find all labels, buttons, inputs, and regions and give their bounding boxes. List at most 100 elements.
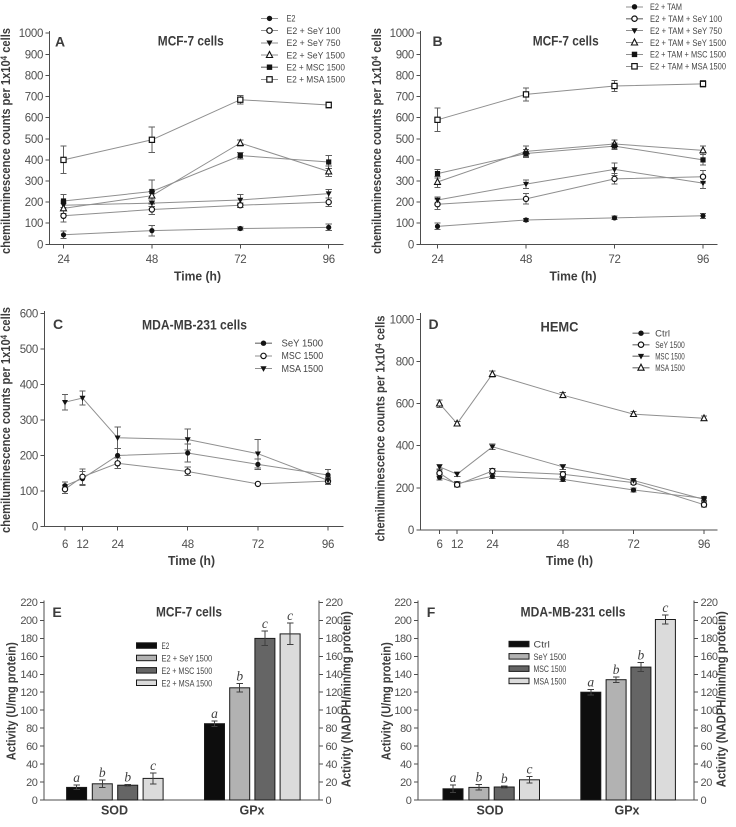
svg-text:40: 40 xyxy=(400,759,412,771)
svg-text:48: 48 xyxy=(182,539,194,551)
svg-text:600: 600 xyxy=(396,399,414,411)
svg-text:0: 0 xyxy=(326,795,332,807)
svg-text:MDA-MB-231 cells: MDA-MB-231 cells xyxy=(521,604,626,620)
svg-text:500: 500 xyxy=(25,134,43,146)
svg-text:200: 200 xyxy=(701,615,718,627)
svg-text:Activity (NADPH/min/mg protein: Activity (NADPH/min/mg protein) xyxy=(339,611,353,787)
svg-text:E2 + TAM + SeY 100: E2 + TAM + SeY 100 xyxy=(650,14,722,24)
svg-text:E2 + TAM + MSA 1500: E2 + TAM + MSA 1500 xyxy=(650,62,726,72)
svg-text:Time (h): Time (h) xyxy=(168,553,215,568)
svg-text:200: 200 xyxy=(25,197,43,209)
svg-text:0: 0 xyxy=(32,522,38,534)
svg-text:72: 72 xyxy=(252,539,264,551)
svg-text:400: 400 xyxy=(25,155,43,167)
svg-text:MCF-7 cells: MCF-7 cells xyxy=(158,33,224,49)
svg-text:140: 140 xyxy=(326,669,343,681)
svg-text:chemiluminescence counts per 1: chemiluminescence counts per 1x104 cells xyxy=(0,28,13,254)
svg-text:180: 180 xyxy=(20,633,37,645)
svg-text:Time (h): Time (h) xyxy=(550,269,597,284)
svg-text:80: 80 xyxy=(701,723,713,735)
svg-text:40: 40 xyxy=(326,759,338,771)
svg-text:MSA 1500: MSA 1500 xyxy=(282,364,324,375)
svg-text:Activity (NADPH/min/mg protein: Activity (NADPH/min/mg protein) xyxy=(714,611,728,787)
svg-text:220: 220 xyxy=(701,597,718,609)
svg-text:96: 96 xyxy=(698,539,710,551)
svg-text:120: 120 xyxy=(326,687,343,699)
svg-text:b: b xyxy=(638,648,645,663)
svg-text:E2 + MSC 1500: E2 + MSC 1500 xyxy=(287,63,346,74)
svg-text:60: 60 xyxy=(26,741,38,753)
svg-text:MSA 1500: MSA 1500 xyxy=(534,677,567,687)
svg-text:MCF-7 cells: MCF-7 cells xyxy=(533,33,599,49)
svg-text:E2 + TAM + SeY 1500: E2 + TAM + SeY 1500 xyxy=(650,38,726,48)
svg-text:24: 24 xyxy=(57,254,70,266)
svg-text:6: 6 xyxy=(62,539,68,551)
svg-text:40: 40 xyxy=(26,759,38,771)
svg-text:72: 72 xyxy=(608,254,620,266)
svg-text:E2 + SeY 1500: E2 + SeY 1500 xyxy=(287,50,346,61)
svg-text:b: b xyxy=(476,770,483,785)
svg-text:600: 600 xyxy=(20,309,38,321)
svg-text:a: a xyxy=(450,770,457,785)
svg-text:0: 0 xyxy=(406,795,412,807)
svg-text:MSC 1500: MSC 1500 xyxy=(534,664,567,674)
svg-text:24: 24 xyxy=(111,539,124,551)
svg-text:40: 40 xyxy=(701,759,713,771)
svg-text:a: a xyxy=(587,675,594,690)
svg-text:0: 0 xyxy=(408,525,414,537)
svg-text:SeY 1500: SeY 1500 xyxy=(282,339,324,350)
svg-text:72: 72 xyxy=(234,254,246,266)
svg-text:0: 0 xyxy=(32,795,38,807)
svg-text:Ctrl: Ctrl xyxy=(655,329,670,339)
svg-text:20: 20 xyxy=(701,777,713,789)
svg-text:c: c xyxy=(262,616,268,631)
svg-text:120: 120 xyxy=(701,687,718,699)
svg-text:220: 220 xyxy=(326,597,343,609)
svg-text:12: 12 xyxy=(76,539,88,551)
svg-text:c: c xyxy=(527,762,533,777)
svg-text:c: c xyxy=(150,758,156,773)
svg-text:80: 80 xyxy=(400,723,412,735)
svg-text:100: 100 xyxy=(20,486,38,498)
svg-text:96: 96 xyxy=(697,254,709,266)
svg-text:100: 100 xyxy=(25,218,43,230)
svg-text:160: 160 xyxy=(394,651,411,663)
svg-text:MSA 1500: MSA 1500 xyxy=(655,363,685,373)
svg-text:chemiluminescence counts per 1: chemiluminescence counts per 1x104 cells xyxy=(0,307,13,533)
svg-text:20: 20 xyxy=(400,777,412,789)
svg-text:chemiluminescence counts per 1: chemiluminescence counts per 1x104 cells xyxy=(373,315,387,541)
svg-text:E2: E2 xyxy=(162,641,170,651)
svg-text:a: a xyxy=(73,770,80,785)
svg-text:100: 100 xyxy=(394,705,411,717)
svg-text:220: 220 xyxy=(20,597,37,609)
svg-text:HEMC: HEMC xyxy=(541,319,579,335)
svg-text:SeY 1500: SeY 1500 xyxy=(534,652,567,662)
svg-text:E2 + SeY 750: E2 + SeY 750 xyxy=(287,38,341,49)
svg-text:140: 140 xyxy=(394,669,411,681)
svg-text:Time (h): Time (h) xyxy=(546,553,593,568)
svg-text:400: 400 xyxy=(20,380,38,392)
svg-text:48: 48 xyxy=(520,254,532,266)
svg-text:24: 24 xyxy=(486,539,499,551)
svg-text:E2 + MSA 1500: E2 + MSA 1500 xyxy=(287,75,346,86)
svg-text:E2 + TAM + SeY 750: E2 + TAM + SeY 750 xyxy=(650,26,722,36)
svg-text:200: 200 xyxy=(326,615,343,627)
svg-text:Time (h): Time (h) xyxy=(174,269,221,284)
svg-text:300: 300 xyxy=(20,415,38,427)
svg-text:b: b xyxy=(99,765,106,780)
svg-text:60: 60 xyxy=(400,741,412,753)
svg-text:E2 + SeY 100: E2 + SeY 100 xyxy=(287,26,341,37)
svg-text:200: 200 xyxy=(396,483,414,495)
svg-text:120: 120 xyxy=(394,687,411,699)
svg-text:600: 600 xyxy=(25,113,43,125)
svg-text:B: B xyxy=(432,33,442,49)
svg-text:500: 500 xyxy=(20,344,38,356)
svg-text:200: 200 xyxy=(20,615,37,627)
svg-text:160: 160 xyxy=(701,651,718,663)
svg-text:100: 100 xyxy=(701,705,718,717)
svg-text:24: 24 xyxy=(431,254,444,266)
svg-text:80: 80 xyxy=(26,723,38,735)
svg-text:1000: 1000 xyxy=(390,314,414,326)
svg-text:c: c xyxy=(662,600,668,615)
svg-text:300: 300 xyxy=(396,176,414,188)
